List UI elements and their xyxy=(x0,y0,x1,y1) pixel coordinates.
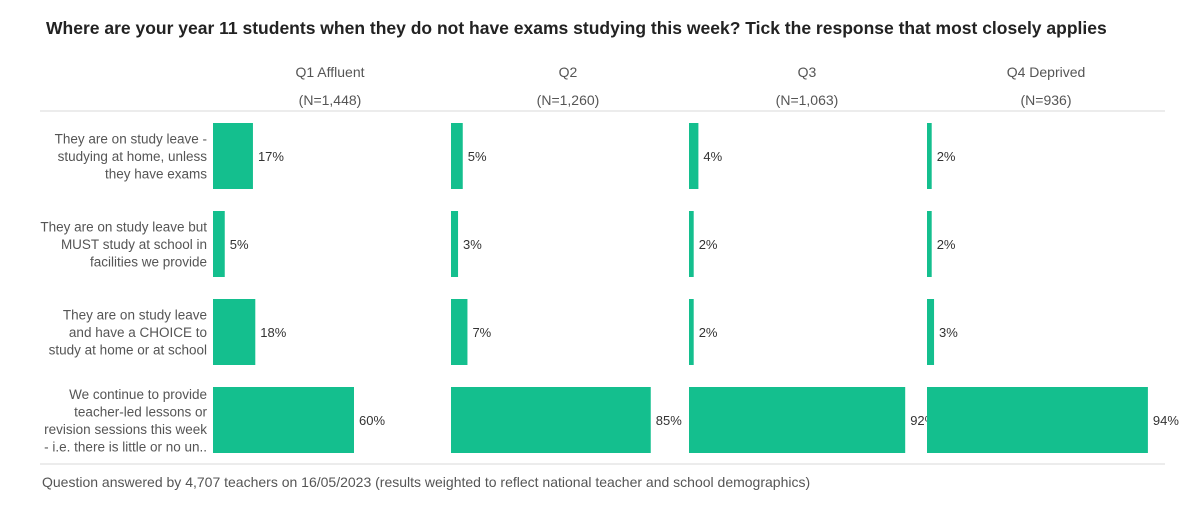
value-label-3-2: 2% xyxy=(699,237,718,252)
chart-title: Where are your year 11 students when the… xyxy=(46,18,1107,38)
value-label-1-3: 18% xyxy=(260,325,286,340)
panel-n-4: (N=936) xyxy=(1021,92,1072,108)
value-label-1-4: 60% xyxy=(359,413,385,428)
value-label-4-2: 2% xyxy=(937,237,956,252)
bar-4-4 xyxy=(927,387,1148,453)
bar-2-4 xyxy=(451,387,651,453)
value-label-2-1: 5% xyxy=(468,149,487,164)
bar-3-1 xyxy=(689,123,699,189)
panel-title-1: Q1 Affluent xyxy=(295,64,364,80)
bar-1-3 xyxy=(213,299,256,365)
bar-4-3 xyxy=(927,299,935,365)
category-label-2: They are on study leave but MUST study at… xyxy=(40,220,207,270)
bar-3-3 xyxy=(689,299,694,365)
value-label-2-3: 7% xyxy=(472,325,491,340)
panel-n-2: (N=1,260) xyxy=(537,92,600,108)
value-label-4-3: 3% xyxy=(939,325,958,340)
value-label-1-2: 5% xyxy=(230,237,249,252)
category-label-4: We continue to provide teacher-led lesson… xyxy=(44,387,207,455)
bar-3-2 xyxy=(689,211,694,277)
panel-title-4: Q4 Deprived xyxy=(1007,64,1086,80)
value-label-2-4: 85% xyxy=(656,413,682,428)
footnote: Question answered by 4,707 teachers on 1… xyxy=(42,474,811,490)
bar-2-2 xyxy=(451,211,459,277)
value-label-1-1: 17% xyxy=(258,149,284,164)
category-label-1: They are on study leave -studying at hom… xyxy=(55,132,208,182)
bar-1-4 xyxy=(213,387,354,453)
bar-4-1 xyxy=(927,123,932,189)
panel-title-2: Q2 xyxy=(559,64,578,80)
value-label-2-2: 3% xyxy=(463,237,482,252)
panel-title-3: Q3 xyxy=(798,64,817,80)
bar-4-2 xyxy=(927,211,932,277)
value-label-4-1: 2% xyxy=(937,149,956,164)
panel-n-3: (N=1,063) xyxy=(776,92,839,108)
bar-2-3 xyxy=(451,299,468,365)
value-label-3-3: 2% xyxy=(699,325,718,340)
bar-2-1 xyxy=(451,123,463,189)
value-label-3-1: 4% xyxy=(703,149,722,164)
bar-3-4 xyxy=(689,387,906,453)
bar-1-1 xyxy=(213,123,253,189)
category-label-3: They are on study leave and have a CHOICE… xyxy=(49,308,207,358)
panel-n-1: (N=1,448) xyxy=(299,92,362,108)
value-label-4-4: 94% xyxy=(1153,413,1179,428)
bar-1-2 xyxy=(213,211,225,277)
